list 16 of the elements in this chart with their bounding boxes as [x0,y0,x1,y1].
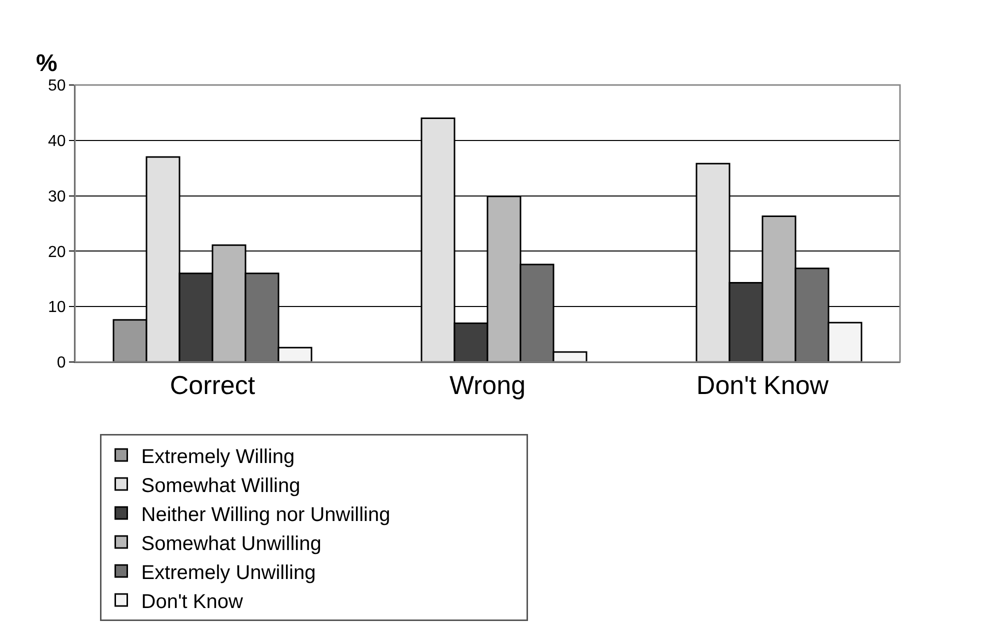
y-tick-label: 20 [48,244,66,261]
legend-label: Extremely Unwilling [141,562,316,584]
y-tick-label: 30 [48,188,66,206]
y-tick-label: 50 [48,78,66,95]
x-tick-label: Don't Know [696,370,829,400]
legend-label: Extremely Willing [141,446,295,468]
y-axis-title: % [36,50,58,77]
legend-label: Neither Willing nor Unwilling [141,504,390,526]
y-tick-label: 10 [48,299,66,316]
legend-label: Don't Know [141,590,244,613]
x-tick-label: Wrong [449,370,526,400]
legend-label: Somewhat Willing [141,474,300,497]
y-tick-label: 40 [48,133,66,150]
x-tick-label: Correct [170,370,256,400]
legend-label: Somewhat Unwilling [141,532,322,555]
y-tick-label: 0 [56,354,66,372]
